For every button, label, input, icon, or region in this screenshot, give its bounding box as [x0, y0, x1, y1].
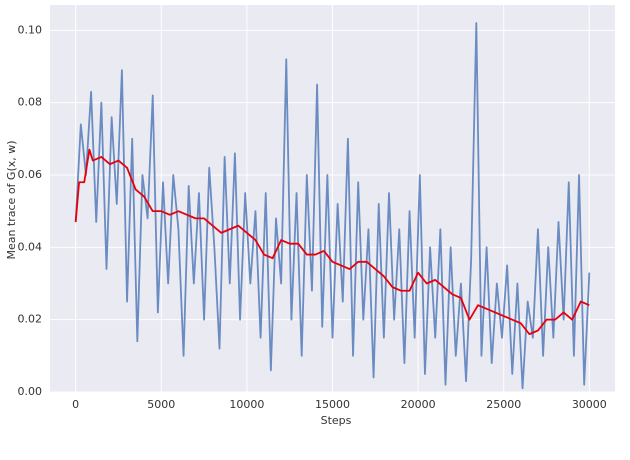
- line: [74, 148, 590, 336]
- y-tick-label: 0.08: [18, 96, 43, 109]
- x-axis-label: Steps: [321, 414, 352, 427]
- y-axis-label: Mean trace of G(x, w): [5, 140, 18, 259]
- x-tick-label: 10000: [229, 398, 264, 411]
- y-tick-label: 0.04: [18, 240, 43, 253]
- x-tick-label: 25000: [486, 398, 521, 411]
- x-tick-label: 15000: [315, 398, 350, 411]
- y-tick-label: 0.02: [18, 313, 43, 326]
- y-tick-label: 0.06: [18, 168, 43, 181]
- y-tick-label: 0.00: [18, 385, 43, 398]
- y-tick-label: 0.10: [18, 23, 43, 36]
- line: [74, 22, 591, 390]
- x-tick-label: 5000: [147, 398, 175, 411]
- x-tick-label: 20000: [401, 398, 436, 411]
- x-tick-label: 0: [72, 398, 79, 411]
- x-tick-label: 30000: [572, 398, 607, 411]
